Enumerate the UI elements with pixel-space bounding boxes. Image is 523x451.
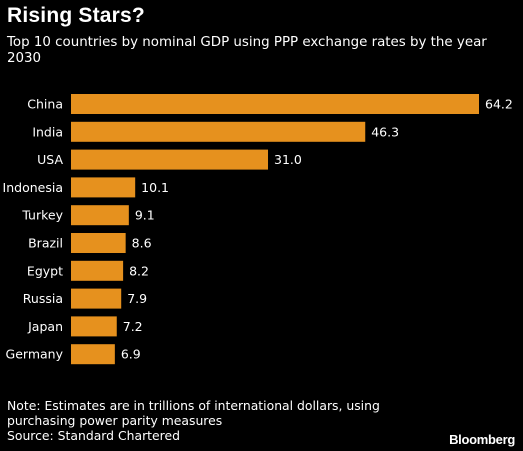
bar (71, 121, 366, 142)
value-label: 7.9 (127, 291, 147, 306)
chart-subtitle: Top 10 countries by nominal GDP using PP… (7, 35, 487, 66)
value-label: 31.0 (274, 152, 302, 167)
value-label: 10.1 (141, 180, 169, 195)
bar (71, 149, 269, 170)
bar-chart: China 64.2 India 46.3 USA 31.0 Indonesia 10.1 Tu… (3, 94, 513, 365)
category-label: Egypt (27, 263, 63, 278)
category-label: Brazil (28, 236, 63, 251)
value-label: 9.1 (135, 208, 155, 223)
bar (71, 177, 136, 198)
bar (71, 260, 124, 281)
chart-title: Rising Stars? (7, 4, 145, 27)
bar (71, 233, 126, 253)
category-label: Turkey (21, 208, 63, 223)
note-line-2: purchasing power parity measures (7, 413, 223, 428)
footnote: Note: Estimates are in trillions of inte… (7, 398, 427, 443)
category-label: India (32, 124, 63, 139)
bar (71, 94, 479, 114)
category-label: USA (37, 152, 63, 167)
value-label: 64.2 (485, 97, 513, 112)
bar (71, 316, 117, 337)
category-label: Germany (6, 347, 64, 362)
value-label: 46.3 (371, 124, 399, 139)
category-label: Japan (27, 319, 63, 334)
source-text: Source: Standard Chartered (7, 428, 180, 443)
value-label: 8.2 (129, 263, 149, 278)
bar (71, 205, 129, 226)
value-label: 6.9 (121, 347, 141, 362)
value-label: 7.2 (123, 319, 143, 334)
bar (71, 288, 122, 309)
note-line-1: Note: Estimates are in trillions of inte… (7, 398, 380, 413)
bar (71, 344, 115, 365)
bloomberg-logo: Bloomberg (449, 432, 515, 447)
category-label: Russia (23, 291, 63, 306)
value-label: 8.6 (132, 236, 152, 251)
category-label: China (27, 97, 63, 112)
category-label: Indonesia (3, 180, 63, 195)
